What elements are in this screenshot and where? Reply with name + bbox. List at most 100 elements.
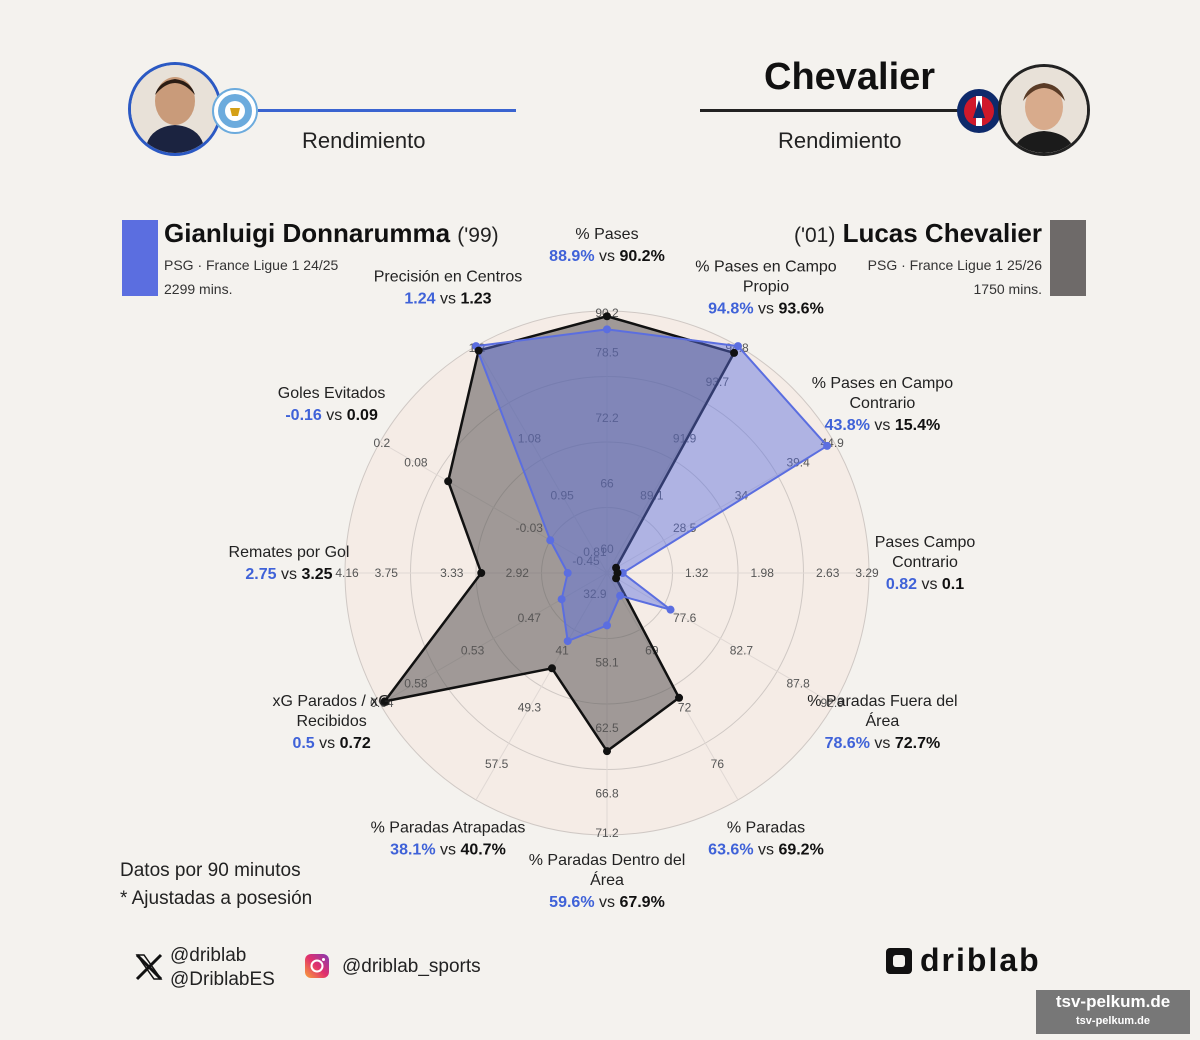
axis-value-right: 69.2% — [778, 841, 823, 858]
axis-label: xG Parados / xG — [272, 693, 390, 710]
axis-value-left: 0.5 — [292, 735, 314, 752]
donnarumma-point — [823, 441, 832, 450]
axis-value-vs: vs — [754, 301, 779, 318]
axis-value-left: -0.16 — [285, 407, 322, 424]
radar-tick-label: 34 — [735, 488, 749, 502]
axis-value: 0.5 vs 0.72 — [292, 735, 370, 752]
donnarumma-point — [666, 605, 675, 614]
axis-value-vs: vs — [917, 576, 942, 593]
right-player-name-text: Lucas Chevalier — [842, 218, 1042, 248]
left-player-name-text: Gianluigi Donnarumma — [164, 218, 451, 248]
radar-tick-label: 2.63 — [816, 566, 840, 580]
axis-value-left: 94.8% — [708, 301, 753, 318]
chevalier-point — [477, 569, 486, 577]
axis-value: 88.9% vs 90.2% — [549, 248, 665, 265]
axis-value-vs: vs — [870, 735, 895, 752]
chevalier-point — [603, 747, 611, 756]
chevalier-point — [675, 693, 684, 702]
right-player-swatch — [1050, 220, 1086, 296]
axis-label-group: % Pases en Campo Propio 94.8% vs 93.6% — [695, 259, 837, 318]
left-player-team: PSG · France Ligue 1 24/25 — [164, 257, 339, 273]
axis-label-group: % Paradas Atrapadas 38.1% vs 40.7% — [371, 819, 526, 858]
axis-value: 94.8% vs 93.6% — [708, 301, 824, 318]
axis-value-right: 40.7% — [460, 841, 505, 858]
donnarumma-point — [616, 591, 625, 600]
axis-label-group: % Paradas 63.6% vs 69.2% — [708, 819, 824, 858]
left-player-swatch — [122, 220, 158, 296]
donnarumma-avatar — [128, 62, 222, 156]
x-handle-2: @DriblabES — [170, 969, 275, 990]
axis-value-vs: vs — [870, 417, 895, 434]
right-player-minutes: 1750 mins. — [973, 281, 1042, 297]
note-per90: Datos por 90 minutos — [120, 860, 301, 881]
right-player-name: ('01) Lucas Chevalier — [794, 218, 1042, 249]
chevalier-point — [444, 477, 453, 486]
axis-value-right: 1.23 — [460, 291, 491, 308]
axis-label: Precisión en Centros — [374, 269, 523, 286]
axis-label: Recibidos — [296, 713, 366, 730]
left-player-minutes: 2299 mins. — [164, 281, 233, 297]
chevalier-point — [730, 348, 739, 357]
header-right-line — [700, 109, 962, 112]
radar-tick-label: 92.9 — [820, 696, 844, 710]
chevalier-point — [547, 664, 556, 673]
radar-tick-label: 1.98 — [751, 566, 775, 580]
axis-value: 59.6% vs 67.9% — [549, 894, 665, 911]
radar-tick-label: 77.6 — [673, 611, 697, 625]
radar-tick-label: 3.75 — [375, 566, 399, 580]
axis-value-right: 0.72 — [340, 735, 371, 752]
axis-value: 78.6% vs 72.7% — [825, 735, 941, 752]
right-title: Chevalier — [764, 56, 936, 98]
axis-value: 2.75 vs 3.25 — [245, 566, 332, 583]
chevalier-avatar — [998, 64, 1090, 156]
axis-value-left: 1.24 — [404, 291, 435, 308]
axis-label-group: Pases Campo Contrario 0.82 vs 0.1 — [875, 534, 976, 593]
radar-spoke-2 — [606, 441, 835, 574]
axis-value-left: 2.75 — [245, 566, 276, 583]
radar-tick-label: 0.08 — [404, 456, 428, 470]
axis-label: Área — [865, 711, 899, 730]
note-possession: * Ajustadas a posesión — [120, 888, 313, 909]
axis-label: % Pases en Campo — [695, 259, 837, 276]
axis-label-group: xG Parados / xG Recibidos 0.5 vs 0.72 — [272, 693, 390, 752]
radar-tick-label: 3.33 — [440, 566, 464, 580]
axis-value-left: 0.82 — [886, 576, 917, 593]
driblab-logo-icon — [884, 946, 914, 981]
axis-value-vs: vs — [315, 735, 340, 752]
axis-value-vs: vs — [436, 841, 461, 858]
watermark: tsv-pelkum.de tsv-pelkum.de — [1036, 990, 1190, 1034]
left-subtitle: Rendimiento — [302, 128, 426, 153]
axis-label-group: % Pases en Campo Contrario 43.8% vs 15.4% — [812, 375, 954, 434]
chevalier-point — [380, 697, 389, 706]
axis-label: Goles Evitados — [278, 385, 386, 402]
axis-value-left: 78.6% — [825, 735, 870, 752]
axis-value-right: 72.7% — [895, 735, 940, 752]
instagram-icon — [304, 953, 330, 984]
donnarumma-point — [603, 325, 611, 334]
axis-value-vs: vs — [436, 291, 461, 308]
x-handle-1: @driblab — [170, 945, 247, 966]
right-subtitle: Rendimiento — [778, 128, 902, 153]
axis-value-right: 67.9% — [619, 894, 664, 911]
driblab-wordmark: driblab — [920, 942, 1041, 978]
axis-value: 1.24 vs 1.23 — [404, 291, 491, 308]
man-city-badge-icon — [212, 88, 258, 134]
donnarumma-point — [557, 595, 566, 604]
radar-tick-label: 82.7 — [730, 644, 754, 658]
header-left-line — [258, 109, 516, 112]
x-handles: @driblab @DriblabES — [170, 944, 275, 992]
radar-spoke-4 — [606, 572, 835, 705]
radar-tick-label: 3.29 — [855, 566, 879, 580]
chevalier-point — [612, 574, 621, 583]
right-player-team: PSG · France Ligue 1 25/26 — [867, 257, 1042, 273]
radar-tick-label: 49.3 — [518, 700, 542, 714]
watermark-line2: tsv-pelkum.de — [1076, 1015, 1150, 1027]
axis-value: 63.6% vs 69.2% — [708, 841, 824, 858]
axis-value-right: 0.1 — [942, 576, 964, 593]
donnarumma-point — [563, 569, 572, 577]
axis-value-vs: vs — [754, 841, 779, 858]
radar-tick-label: 1.32 — [685, 566, 709, 580]
radar-tick-label: 71.2 — [595, 826, 619, 840]
